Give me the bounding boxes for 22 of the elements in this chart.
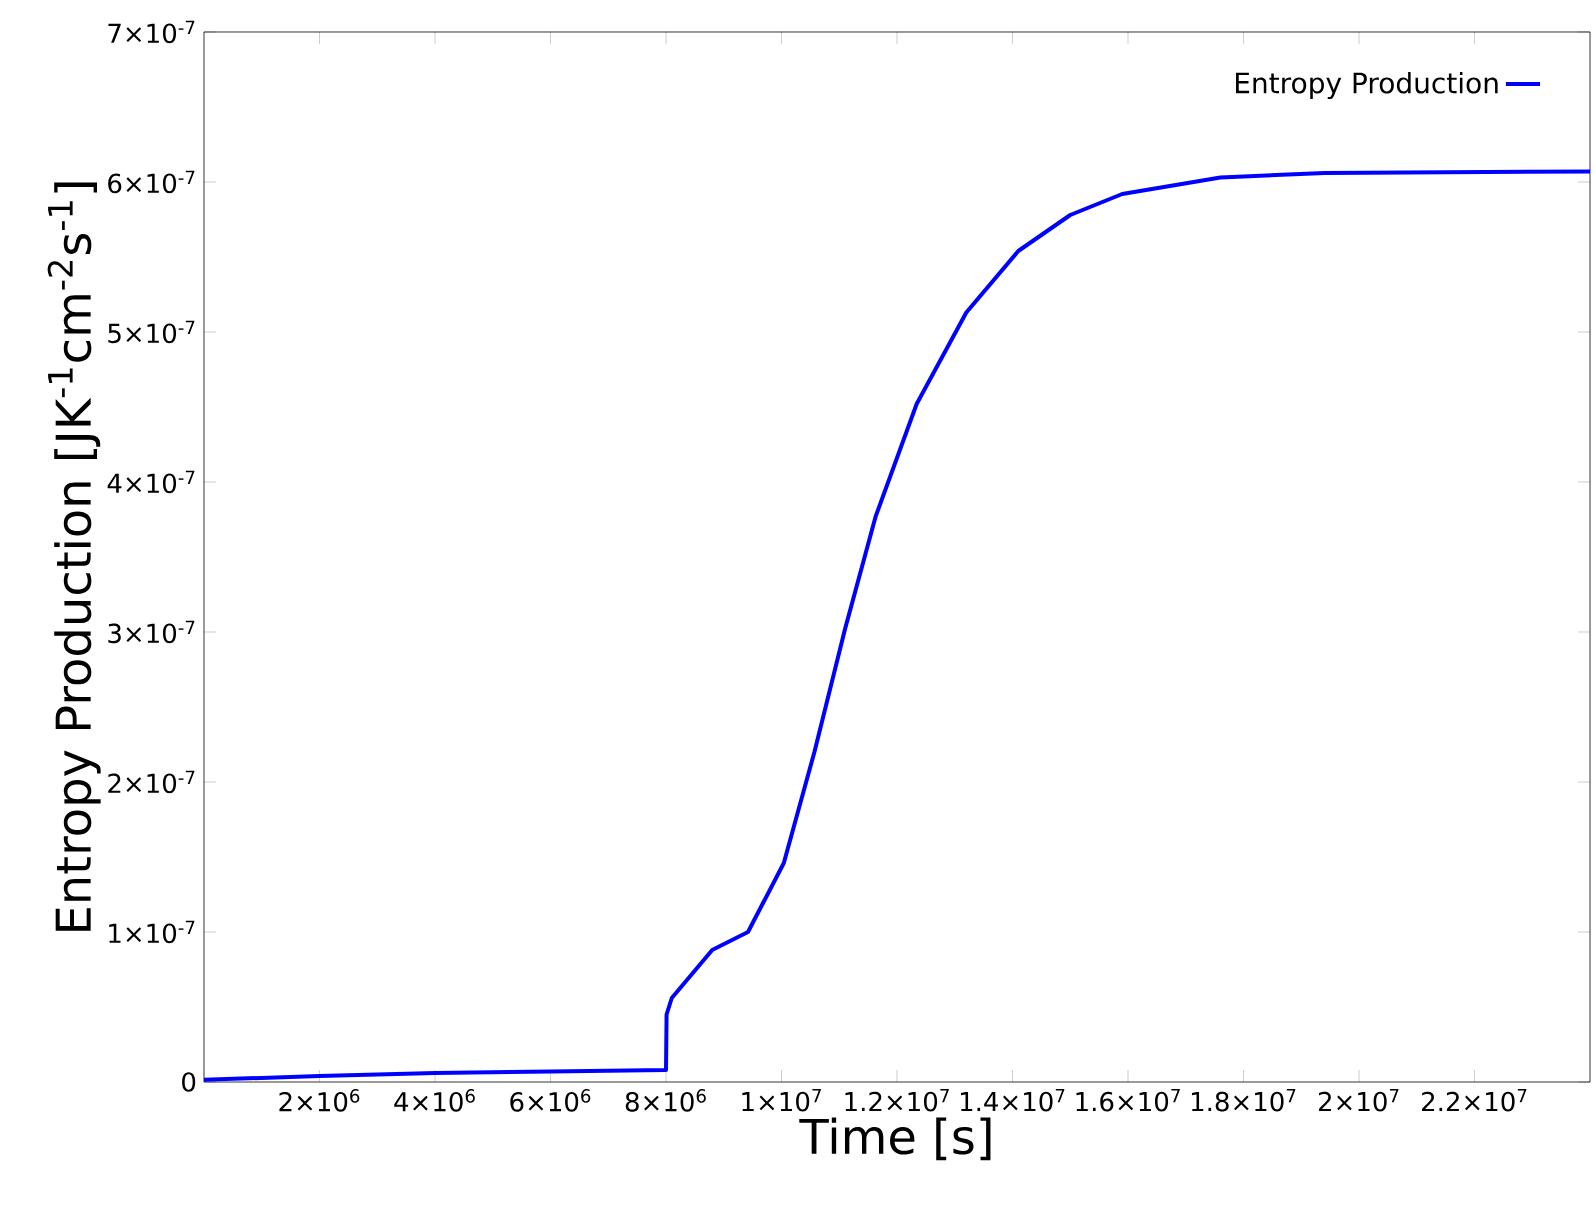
y-tick-label: 6×10$^{-7}$ (108, 170, 195, 194)
y-tick-label: 3×10$^{-7}$ (108, 620, 195, 644)
y-tick-label: 4×10$^{-7}$ (107, 470, 195, 494)
y-axis-title: Entropy Production [JK$^{-1}$cm$^{-2}$s$^{-1}$] (47, 182, 101, 931)
y-tick-label: 0 (182, 1072, 196, 1092)
x-tick-label: 2.2×10$^{7}$ (1422, 1089, 1527, 1112)
x-tick-label: 1.2×10$^{7}$ (845, 1089, 949, 1112)
y-tick-label: 1×10$^{-7}$ (109, 920, 195, 944)
x-tick-label: 8×10$^{6}$ (625, 1089, 706, 1112)
x-tick-label: 6×10$^{6}$ (510, 1089, 591, 1112)
legend-label: Entropy Production (1235, 71, 1498, 99)
y-tick-label: 7×10$^{-7}$ (108, 20, 195, 44)
x-tick-label: 4×10$^{6}$ (394, 1089, 475, 1112)
y-tick-label: 5×10$^{-7}$ (108, 320, 195, 344)
y-tick-label: 2×10$^{-7}$ (108, 770, 195, 794)
x-tick-label: 1.6×10$^{7}$ (1076, 1089, 1180, 1112)
x-tick-label: 1.8×10$^{7}$ (1191, 1089, 1296, 1112)
x-tick-label: 1.4×10$^{7}$ (960, 1089, 1065, 1112)
x-tick-label: 2×10$^{7}$ (1318, 1089, 1399, 1112)
x-tick-label: 1×10$^{7}$ (742, 1089, 821, 1112)
x-tick-label: 2×10$^{6}$ (279, 1089, 360, 1112)
x-axis-title: Time [s] (799, 1117, 991, 1161)
